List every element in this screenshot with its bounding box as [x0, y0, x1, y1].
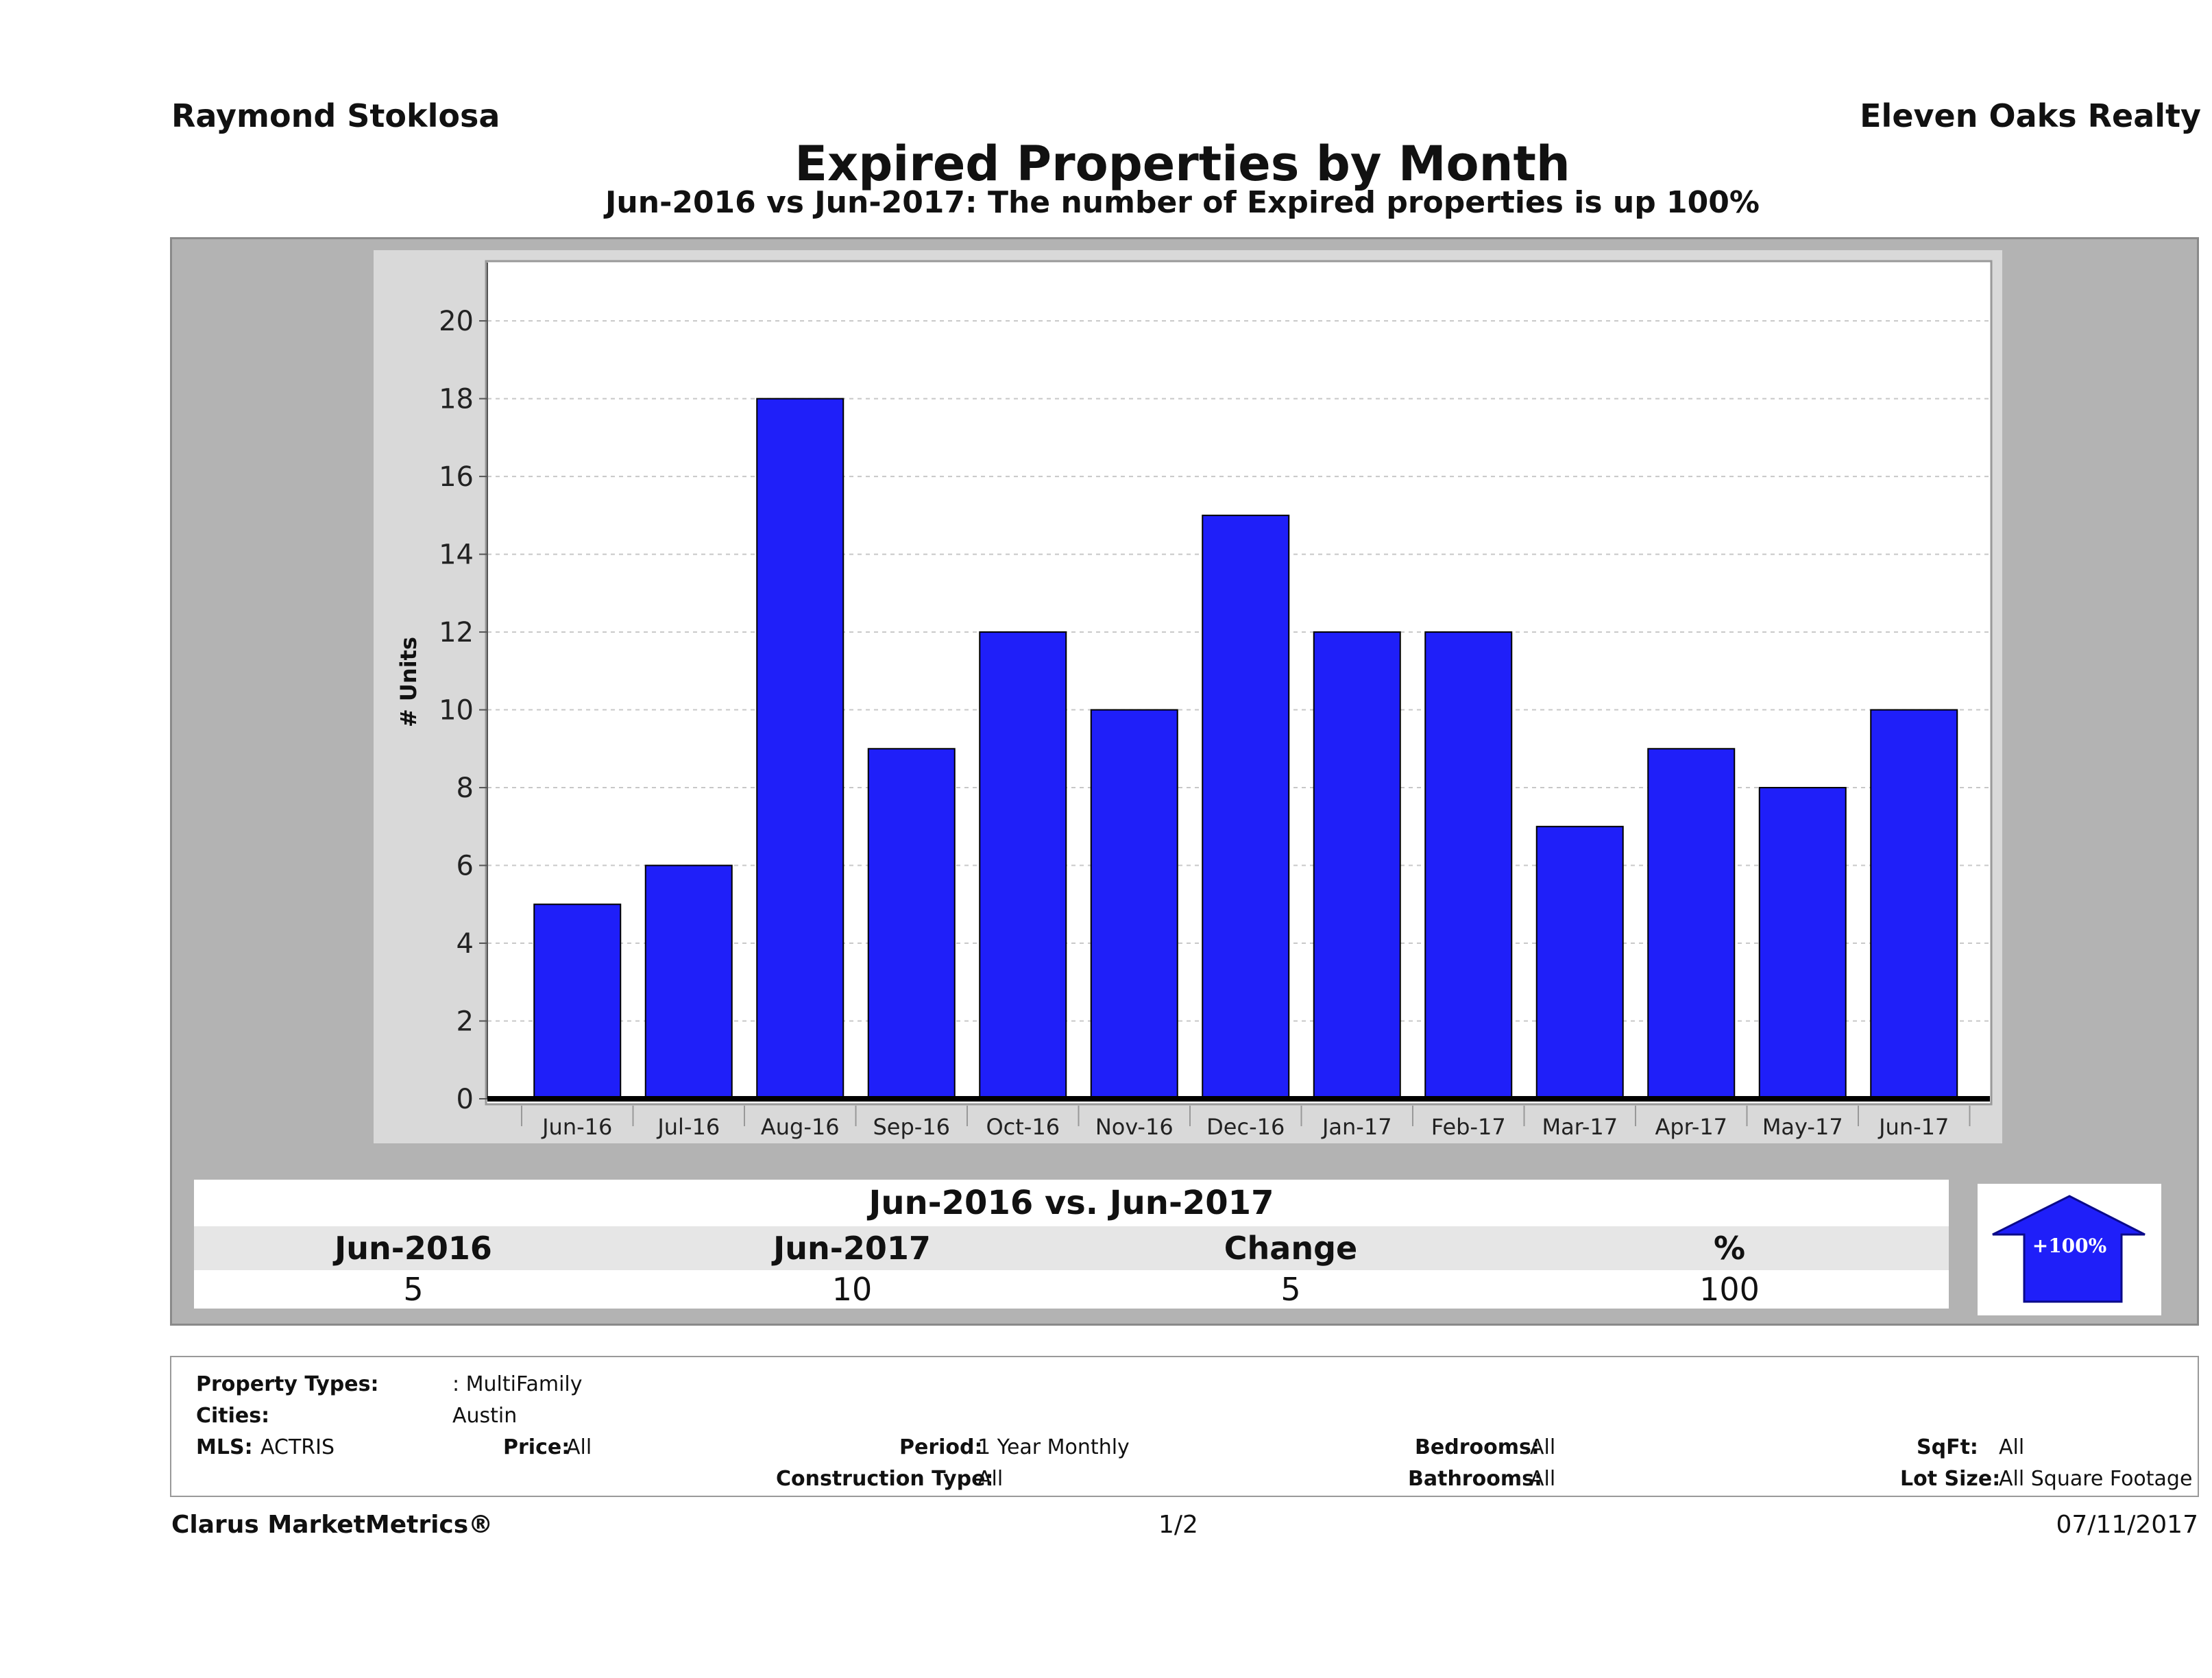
change-indicator: +100% [1978, 1184, 2161, 1315]
comparison-header: Change [1224, 1230, 1358, 1267]
bar-chart: 0 2 4 6 8 10 12 14 16 18 20 Jun-16 Jul-16 Aug-16 Sep-… [374, 250, 2002, 1143]
sqft-label: SqFt: [1917, 1435, 1978, 1459]
price-value: All [566, 1435, 592, 1459]
construction-type-value: All [977, 1467, 1004, 1491]
y-tick-label: 14 [439, 539, 474, 571]
bathrooms-label: Bathrooms: [1408, 1467, 1542, 1491]
x-tick-label: Jun-17 [1877, 1114, 1949, 1140]
period-value: 1 Year Monthly [977, 1435, 1130, 1459]
x-tick-label: Mar-17 [1542, 1114, 1618, 1140]
x-tick-label: Jul-16 [656, 1114, 720, 1140]
bar [1202, 514, 1290, 1099]
bar [1090, 709, 1178, 1099]
x-tick-label: Aug-16 [761, 1114, 840, 1140]
price-label: Price: [503, 1435, 570, 1459]
comparison-value: 5 [1280, 1271, 1301, 1308]
property-types-value: : MultiFamily [452, 1372, 583, 1396]
bar [1535, 825, 1624, 1099]
y-tick-label: 2 [457, 1006, 474, 1038]
bedrooms-label: Bedrooms: [1415, 1435, 1540, 1459]
up-arrow-icon [1992, 1195, 2146, 1303]
change-percent-label: +100% [2032, 1235, 2107, 1257]
x-tick-label: Apr-17 [1655, 1114, 1727, 1140]
bar [979, 631, 1067, 1099]
brokerage-name: Eleven Oaks Realty [1860, 97, 2201, 134]
y-tick-label: 8 [457, 773, 474, 804]
y-tick-label: 20 [439, 306, 474, 337]
sqft-value: All [1999, 1435, 2025, 1459]
comparison-value: 100 [1699, 1271, 1760, 1308]
y-axis-label: # Units [396, 637, 422, 727]
x-tick-label: Dec-16 [1206, 1114, 1285, 1140]
chart-subtitle: Jun-2016 vs Jun-2017: The number of Expi… [605, 185, 1760, 220]
comparison-title: Jun-2016 vs. Jun-2017 [194, 1180, 1949, 1226]
x-tick-label: Feb-17 [1431, 1114, 1506, 1140]
footer-brand: Clarus MarketMetrics® [171, 1511, 494, 1539]
bar [1870, 709, 1958, 1099]
agent-name: Raymond Stoklosa [171, 97, 500, 134]
filter-summary: Property Types: : MultiFamily Cities: Au… [170, 1356, 2199, 1497]
comparison-header: Jun-2016 [335, 1230, 492, 1267]
cities-value: Austin [452, 1404, 518, 1428]
report-date: 07/11/2017 [2056, 1511, 2199, 1539]
property-types-label: Property Types: [196, 1372, 379, 1396]
comparison-header: % [1713, 1230, 1746, 1267]
bar [867, 748, 956, 1099]
comparison-value: 5 [403, 1271, 424, 1308]
bedrooms-value: All [1530, 1435, 1556, 1459]
lot-size-label: Lot Size: [1900, 1467, 2001, 1491]
period-label: Period: [899, 1435, 983, 1459]
chart-frame: 0 2 4 6 8 10 12 14 16 18 20 Jun-16 Jul-16 Aug-16 Sep-… [170, 237, 2199, 1326]
comparison-header: Jun-2017 [773, 1230, 931, 1267]
comparison-value-row: 5 10 5 100 [194, 1270, 1949, 1309]
y-tick-label: 4 [457, 928, 474, 960]
bathrooms-value: All [1530, 1467, 1556, 1491]
x-tick-label: May-17 [1762, 1114, 1843, 1140]
mls-label: MLS: [196, 1435, 253, 1459]
y-tick-label: 0 [457, 1084, 474, 1115]
chart-title: Expired Properties by Month [794, 136, 1570, 192]
mls-value: ACTRIS [260, 1435, 335, 1459]
bar [1424, 631, 1513, 1099]
y-tick-label: 12 [439, 617, 474, 648]
bar [1313, 631, 1401, 1099]
cities-label: Cities: [196, 1404, 270, 1428]
comparison-value: 10 [831, 1271, 873, 1308]
y-tick-label: 10 [439, 695, 474, 727]
bar [644, 864, 733, 1100]
comparison-header-row: Jun-2016 Jun-2017 Change % [194, 1226, 1949, 1270]
y-tick-label: 18 [439, 384, 474, 415]
page-number: 1/2 [1158, 1511, 1198, 1539]
bar [533, 903, 622, 1099]
lot-size-value: All Square Footage [1999, 1467, 2193, 1491]
x-tick-label: Jun-16 [541, 1114, 612, 1140]
x-tick-label: Nov-16 [1095, 1114, 1174, 1140]
y-tick-label: 6 [457, 851, 474, 882]
bar [1647, 748, 1736, 1099]
bar [756, 398, 844, 1099]
x-tick-label: Oct-16 [986, 1114, 1060, 1140]
x-tick-label: Jan-17 [1321, 1114, 1392, 1140]
y-tick-label: 16 [439, 461, 474, 493]
x-tick-label: Sep-16 [873, 1114, 950, 1140]
construction-type-label: Construction Type: [776, 1467, 994, 1491]
bar [1758, 787, 1847, 1099]
